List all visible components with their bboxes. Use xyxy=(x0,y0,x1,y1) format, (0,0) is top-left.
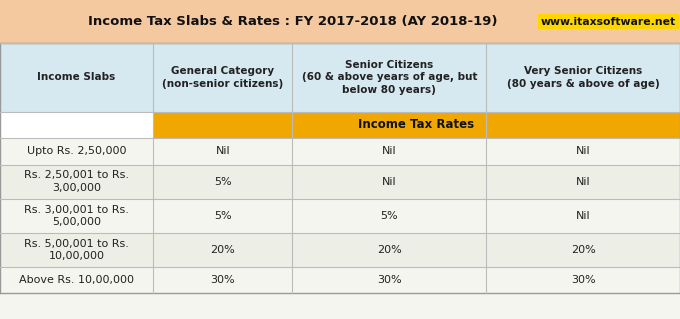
Bar xyxy=(486,233,680,267)
Text: 20%: 20% xyxy=(210,245,235,255)
Text: 30%: 30% xyxy=(210,275,235,285)
Text: Nil: Nil xyxy=(576,146,590,156)
Text: 20%: 20% xyxy=(571,245,596,255)
Bar xyxy=(292,138,486,165)
Text: 5%: 5% xyxy=(381,211,398,221)
Bar xyxy=(0,199,153,233)
Bar xyxy=(153,267,292,293)
Bar xyxy=(486,267,680,293)
Bar xyxy=(486,199,680,233)
Text: 30%: 30% xyxy=(377,275,402,285)
Text: 30%: 30% xyxy=(571,275,596,285)
Bar xyxy=(153,138,292,165)
Bar xyxy=(292,267,486,293)
Bar xyxy=(0,43,680,319)
Text: 20%: 20% xyxy=(377,245,402,255)
Bar xyxy=(153,165,292,199)
Bar xyxy=(0,112,153,138)
Bar xyxy=(153,112,680,138)
Text: www.itaxsoftware.net: www.itaxsoftware.net xyxy=(541,17,676,26)
Text: Nil: Nil xyxy=(382,177,396,187)
Bar xyxy=(486,138,680,165)
Text: Senior Citizens
(60 & above years of age, but
below 80 years): Senior Citizens (60 & above years of age… xyxy=(301,60,477,95)
Bar xyxy=(153,233,292,267)
Text: Above Rs. 10,00,000: Above Rs. 10,00,000 xyxy=(19,275,134,285)
Text: 5%: 5% xyxy=(214,211,231,221)
Bar xyxy=(292,165,486,199)
Text: Nil: Nil xyxy=(216,146,230,156)
Bar xyxy=(0,267,153,293)
Bar xyxy=(0,165,153,199)
Text: Nil: Nil xyxy=(382,146,396,156)
Text: Rs. 3,00,001 to Rs.
5,00,000: Rs. 3,00,001 to Rs. 5,00,000 xyxy=(24,204,129,227)
Bar xyxy=(292,199,486,233)
Text: Rs. 2,50,001 to Rs.
3,00,000: Rs. 2,50,001 to Rs. 3,00,000 xyxy=(24,170,129,193)
Bar xyxy=(153,199,292,233)
Text: Nil: Nil xyxy=(576,177,590,187)
Text: Income Slabs: Income Slabs xyxy=(37,72,116,82)
Bar xyxy=(486,165,680,199)
Text: Income Tax Rates: Income Tax Rates xyxy=(358,118,475,131)
Bar xyxy=(0,43,680,112)
Bar xyxy=(292,233,486,267)
Text: Rs. 5,00,001 to Rs.
10,00,000: Rs. 5,00,001 to Rs. 10,00,000 xyxy=(24,239,129,261)
Text: Income Tax Slabs & Rates : FY 2017-2018 (AY 2018-19): Income Tax Slabs & Rates : FY 2017-2018 … xyxy=(88,15,497,28)
Text: Upto Rs. 2,50,000: Upto Rs. 2,50,000 xyxy=(27,146,126,156)
Text: General Category
(non-senior citizens): General Category (non-senior citizens) xyxy=(162,66,284,89)
Text: Nil: Nil xyxy=(576,211,590,221)
Text: 5%: 5% xyxy=(214,177,231,187)
Text: Very Senior Citizens
(80 years & above of age): Very Senior Citizens (80 years & above o… xyxy=(507,66,660,89)
Bar xyxy=(0,138,153,165)
Bar xyxy=(0,233,153,267)
